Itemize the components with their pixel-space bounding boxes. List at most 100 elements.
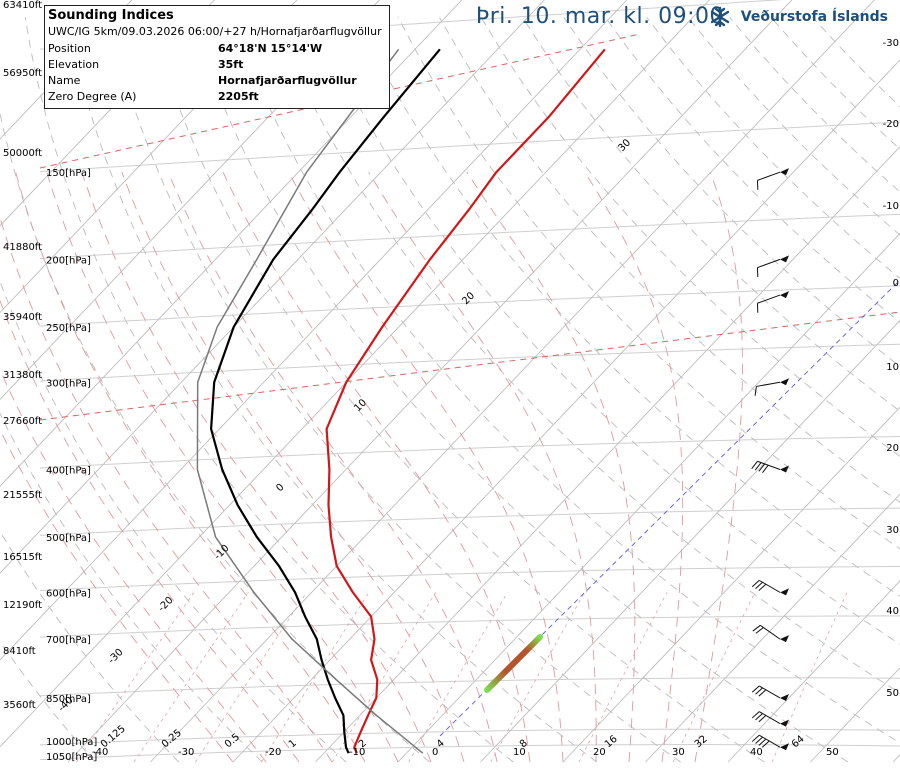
wind-barb-flag	[755, 627, 764, 634]
dry-adiabat-line	[66, 17, 598, 763]
wind-barb-flag	[755, 736, 763, 744]
dry-adiabat-line	[0, 530, 180, 763]
mixing-ratio-line	[332, 592, 437, 763]
wind-barb-head	[780, 465, 789, 473]
wind-barb-staff	[757, 171, 781, 181]
isotherm-line	[0, 0, 545, 574]
isotherm-line	[645, 493, 900, 763]
bottom-temp-label: -30	[178, 747, 194, 758]
wind-barb	[751, 685, 789, 701]
wind-barb-flag	[754, 462, 762, 471]
pressure-label: 700[hPa]	[46, 635, 91, 646]
right-temp-label: 40	[886, 606, 899, 617]
moist-adiabat-line	[222, 172, 531, 763]
dry-adiabat-line	[190, 17, 849, 763]
moist-adiabat-line	[0, 368, 267, 763]
moist-adiabat-line	[466, 171, 636, 763]
info-title: Sounding Indices	[48, 8, 174, 23]
right-temp-label: 10	[886, 362, 899, 373]
moist-adiabat-line	[46, 172, 399, 763]
bottom-temp-label: -20	[265, 747, 281, 758]
wind-barb	[752, 624, 789, 643]
dry-adiabat-line	[604, 17, 900, 323]
wind-barb-flag	[758, 715, 767, 723]
right-temp-label: -10	[883, 201, 899, 212]
right-temp-label: 20	[886, 443, 899, 454]
wind-barb-flag	[751, 580, 760, 588]
isotherm-line	[315, 146, 900, 763]
wind-barb	[756, 168, 789, 190]
isotherm-label: 30	[616, 137, 633, 154]
dry-adiabat-line	[107, 17, 681, 763]
pressure-label: 400[hPa]	[46, 465, 91, 476]
dry-adiabat-line	[729, 17, 900, 193]
dry-adiabat-line	[480, 17, 900, 457]
info-key: Position	[48, 42, 91, 55]
pressure-label: 1050[hPa]	[46, 752, 97, 763]
wind-barb-flag	[751, 711, 760, 719]
altitude-label: 63410ft	[3, 0, 42, 11]
brand-logo[interactable]: Veðurstofa Íslands	[705, 6, 888, 28]
bottom-temp-label: -10	[349, 747, 365, 758]
isotherm-label: -20	[156, 595, 175, 614]
wind-barb-staff	[758, 685, 781, 699]
wind-barb-flag	[758, 583, 767, 591]
altitude-label: 8410ft	[3, 646, 36, 657]
moist-adiabat-line	[694, 172, 743, 763]
info-value: 2205ft	[218, 90, 259, 103]
right-temp-label: -20	[883, 119, 899, 130]
mixing-ratio-line	[672, 592, 756, 763]
tropopause-reference-line	[39, 33, 641, 169]
mixing-ratio-label: 2	[357, 738, 369, 751]
right-temp-label: 30	[886, 525, 899, 536]
altitude-label: 21555ft	[3, 490, 42, 501]
reference-line	[39, 311, 900, 421]
dry-adiabat-line	[770, 17, 900, 150]
info-subtitle: UWC/IG 5km/09.03.2026 06:00/+27 h/Hornaf…	[48, 25, 382, 38]
isotherm-line	[150, 0, 875, 763]
isotherm-line	[810, 667, 900, 763]
moist-adiabat-line	[0, 299, 300, 763]
info-row-zero-degree: Zero Degree (A) 2205ft	[48, 89, 385, 105]
isobar-line	[39, 566, 900, 591]
wind-barb-group	[751, 168, 789, 751]
mixing-ratio-label: 64	[790, 734, 807, 751]
altitude-label: 16515ft	[3, 552, 42, 563]
wind-barb-head	[780, 719, 789, 727]
info-value: 35ft	[218, 58, 244, 71]
wind-barb-staff	[756, 381, 781, 387]
brand-name: Veðurstofa Íslands	[740, 9, 888, 25]
wind-barb-flag	[758, 689, 767, 697]
wind-barb-flag	[761, 740, 770, 748]
sounding-series-group	[196, 48, 606, 754]
wind-barb-staff	[760, 624, 781, 640]
wind-barb	[751, 734, 789, 751]
lcl-segment	[484, 634, 543, 693]
snowflake-logo-icon	[710, 6, 729, 28]
isotherm-line	[0, 0, 133, 140]
info-key: Name	[48, 74, 81, 87]
forecast-date-title: Þri. 10. mar. kl. 09:00	[475, 4, 724, 29]
wind-barb-flag	[758, 738, 767, 746]
isotherm-label: -30	[106, 647, 125, 666]
wind-barb-staff	[758, 711, 781, 725]
mixing-ratio-label: 0.5	[223, 732, 242, 751]
wind-barb-head	[780, 743, 789, 751]
wind-barb-head	[780, 588, 789, 596]
isobar-line	[39, 343, 900, 382]
moist-adiabat-line	[15, 172, 366, 763]
altitude-label: 50000ft	[3, 148, 42, 159]
info-row-elevation: Elevation 35ft	[48, 57, 385, 73]
isotherm-line	[0, 0, 298, 314]
dry-adiabat-line	[0, 280, 347, 763]
isotherm-label: 10	[352, 397, 369, 414]
temperature-line	[325, 48, 606, 754]
dry-adiabat-line	[439, 17, 900, 503]
wind-barb-flag	[751, 460, 758, 470]
isobar-line	[39, 285, 900, 327]
isotherm-line	[232, 59, 900, 763]
isotherm-line	[0, 0, 380, 401]
altitude-label: 35940ft	[3, 312, 42, 323]
wind-barb	[756, 255, 789, 278]
